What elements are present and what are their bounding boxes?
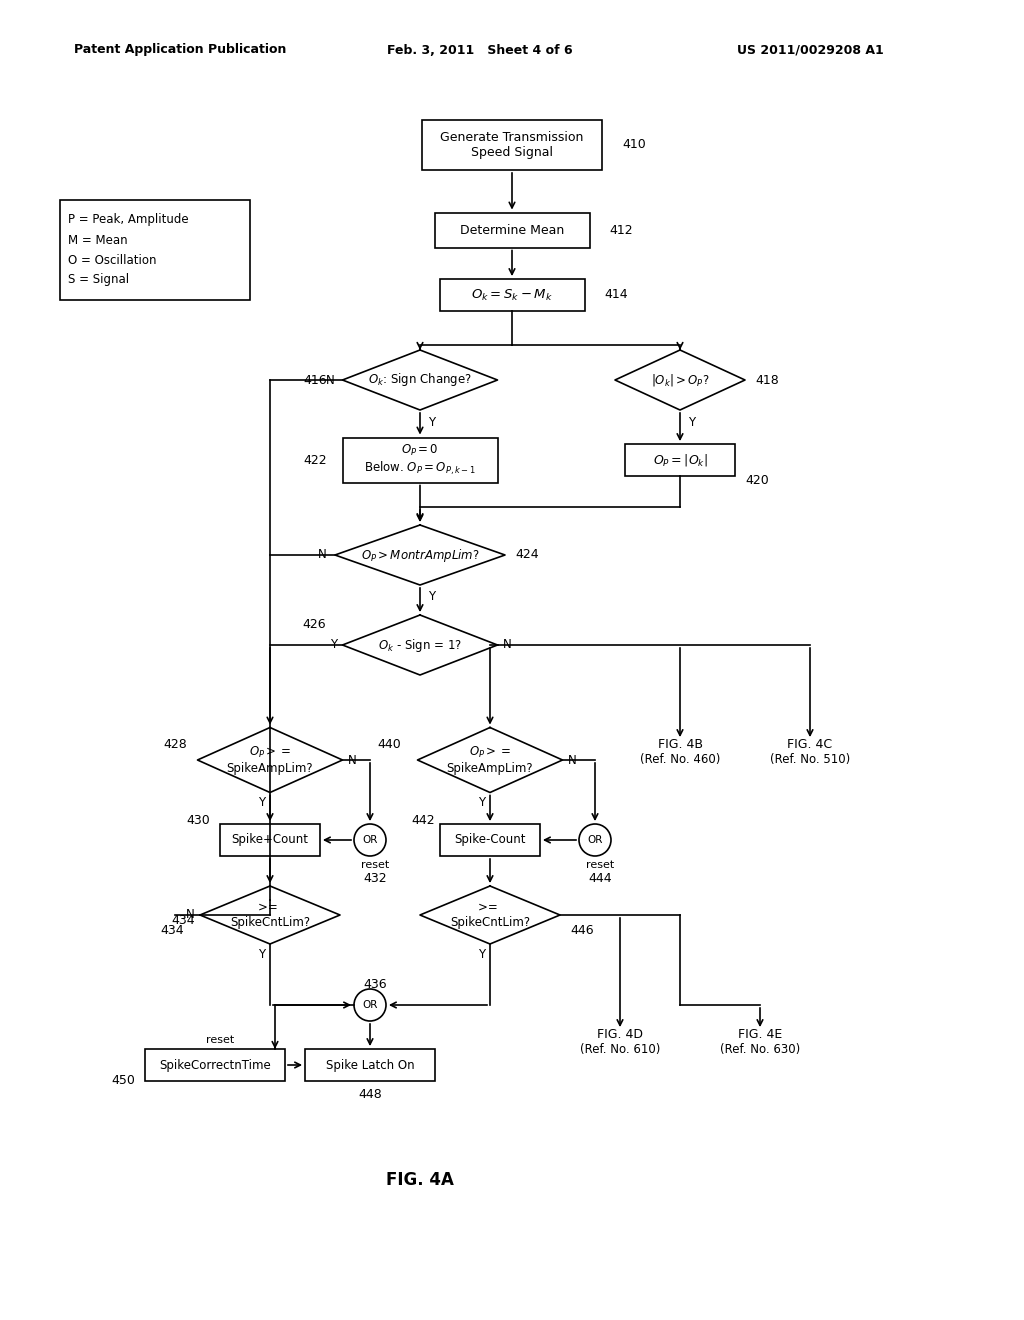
Text: 444: 444	[588, 871, 611, 884]
Text: $O_P >=$
SpikeAmpLim?: $O_P >=$ SpikeAmpLim?	[446, 744, 534, 775]
Text: Y: Y	[478, 796, 485, 809]
Text: $O_k$ - Sign = 1?: $O_k$ - Sign = 1?	[378, 636, 462, 653]
Text: M = Mean: M = Mean	[68, 234, 128, 247]
Text: 414: 414	[604, 289, 628, 301]
Text: $O_k$: Sign Change?: $O_k$: Sign Change?	[368, 371, 472, 388]
FancyBboxPatch shape	[440, 824, 540, 855]
Text: N: N	[318, 549, 327, 561]
FancyBboxPatch shape	[625, 444, 735, 477]
FancyBboxPatch shape	[145, 1049, 285, 1081]
Text: N: N	[503, 639, 511, 652]
FancyBboxPatch shape	[220, 824, 319, 855]
Text: S = Signal: S = Signal	[68, 273, 129, 286]
Text: 446: 446	[570, 924, 594, 936]
Text: Determine Mean: Determine Mean	[460, 223, 564, 236]
Text: FIG. 4B: FIG. 4B	[657, 738, 702, 751]
Text: $|O_k| > O_P$?: $|O_k| > O_P$?	[650, 372, 710, 388]
Text: N: N	[347, 754, 356, 767]
Text: OR: OR	[362, 1001, 378, 1010]
Text: N: N	[186, 908, 195, 921]
Text: 420: 420	[745, 474, 769, 487]
Text: 410: 410	[622, 139, 646, 152]
Text: 450: 450	[112, 1073, 135, 1086]
Text: (Ref. No. 630): (Ref. No. 630)	[720, 1044, 800, 1056]
Text: O = Oscillation: O = Oscillation	[68, 253, 157, 267]
Text: 432: 432	[364, 871, 387, 884]
Text: Feb. 3, 2011   Sheet 4 of 6: Feb. 3, 2011 Sheet 4 of 6	[387, 44, 572, 57]
Text: Y: Y	[688, 416, 695, 429]
Text: Y: Y	[428, 416, 435, 429]
Text: US 2011/0029208 A1: US 2011/0029208 A1	[736, 44, 884, 57]
Text: N: N	[326, 374, 335, 387]
Text: 422: 422	[304, 454, 328, 466]
Text: 436: 436	[364, 978, 387, 991]
Text: (Ref. No. 610): (Ref. No. 610)	[580, 1044, 660, 1056]
Text: $O_P >=$
SpikeAmpLim?: $O_P >=$ SpikeAmpLim?	[226, 744, 313, 775]
Text: reset: reset	[360, 861, 389, 870]
Text: (Ref. No. 510): (Ref. No. 510)	[770, 754, 850, 767]
Text: (Ref. No. 460): (Ref. No. 460)	[640, 754, 720, 767]
Text: 426: 426	[302, 619, 326, 631]
Text: >= 
SpikeCntLim?: >= SpikeCntLim?	[450, 902, 530, 929]
Text: 442: 442	[412, 813, 435, 826]
Text: FIG. 4E: FIG. 4E	[738, 1028, 782, 1041]
Text: $O_k = S_k - M_k$: $O_k = S_k - M_k$	[471, 288, 553, 302]
FancyBboxPatch shape	[434, 213, 590, 248]
Text: Y: Y	[258, 948, 265, 961]
Text: 412: 412	[609, 223, 633, 236]
Text: Y: Y	[331, 639, 338, 652]
Text: 434: 434	[160, 924, 183, 936]
FancyBboxPatch shape	[439, 279, 585, 312]
Text: 430: 430	[186, 813, 210, 826]
Text: 434: 434	[171, 913, 195, 927]
Text: Y: Y	[428, 590, 435, 603]
Text: 416: 416	[304, 374, 328, 387]
Text: 428: 428	[164, 738, 187, 751]
Text: $O_P = |O_k|$: $O_P = |O_k|$	[652, 451, 708, 469]
Text: 448: 448	[358, 1089, 382, 1101]
Text: Spike Latch On: Spike Latch On	[326, 1059, 415, 1072]
Text: FIG. 4C: FIG. 4C	[787, 738, 833, 751]
Text: Y: Y	[258, 796, 265, 809]
Text: N: N	[567, 754, 577, 767]
Text: Spike-Count: Spike-Count	[455, 833, 525, 846]
FancyBboxPatch shape	[342, 437, 498, 483]
Text: SpikeCorrectnTime: SpikeCorrectnTime	[159, 1059, 271, 1072]
Text: P = Peak, Amplitude: P = Peak, Amplitude	[68, 214, 188, 227]
Text: reset: reset	[206, 1035, 234, 1045]
Text: >= 
SpikeCntLim?: >= SpikeCntLim?	[230, 902, 310, 929]
Text: reset: reset	[586, 861, 614, 870]
Text: 424: 424	[515, 549, 539, 561]
Text: $O_P > MontrAmpLim$?: $O_P > MontrAmpLim$?	[360, 546, 479, 564]
FancyBboxPatch shape	[422, 120, 602, 170]
Text: 418: 418	[755, 374, 778, 387]
Text: FIG. 4A: FIG. 4A	[386, 1171, 454, 1189]
Text: OR: OR	[362, 836, 378, 845]
Text: Patent Application Publication: Patent Application Publication	[74, 44, 286, 57]
Text: $O_P = 0$
Below. $O_P = O_{P,k-1}$: $O_P = 0$ Below. $O_P = O_{P,k-1}$	[365, 442, 476, 478]
Text: FIG. 4D: FIG. 4D	[597, 1028, 643, 1041]
FancyBboxPatch shape	[60, 201, 250, 300]
Text: Spike+Count: Spike+Count	[231, 833, 308, 846]
Text: OR: OR	[588, 836, 603, 845]
Text: Y: Y	[478, 948, 485, 961]
FancyBboxPatch shape	[305, 1049, 435, 1081]
Text: Generate Transmission
Speed Signal: Generate Transmission Speed Signal	[440, 131, 584, 158]
Text: 440: 440	[378, 738, 401, 751]
